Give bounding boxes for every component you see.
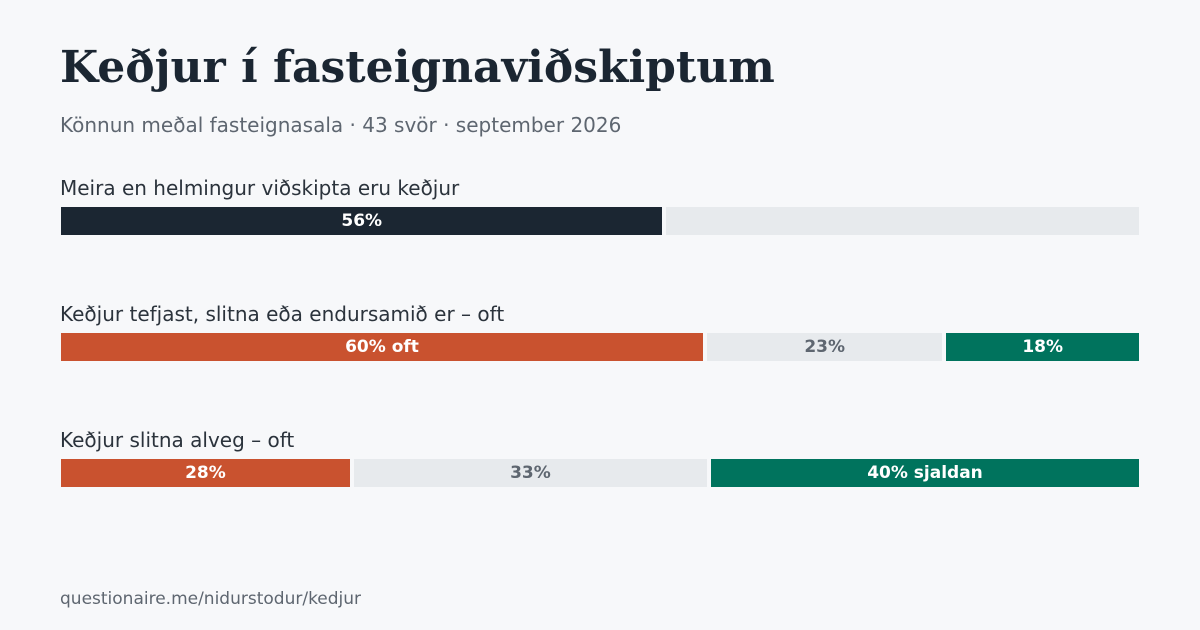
- bar-segment-2-2: 23%: [707, 333, 943, 361]
- bar-row-3: 28% 33% 40% sjaldan: [60, 458, 1140, 488]
- row-label-1: Meira en helmingur viðskipta eru keðjur: [60, 176, 460, 200]
- bar-segment-2-3: 18%: [946, 333, 1139, 361]
- row-label-3: Keðjur slitna alveg – oft: [60, 428, 295, 452]
- bar-row-2: 60% oft 23% 18%: [60, 332, 1140, 362]
- bar-segment-2-1: 60% oft: [61, 333, 703, 361]
- bar-segment-3-3: 40% sjaldan: [711, 459, 1139, 487]
- page-subtitle: Könnun meðal fasteignasala · 43 svör · s…: [60, 113, 622, 137]
- bar-segment-3-2: 33%: [353, 459, 707, 487]
- row-label-2: Keðjur tefjast, slitna eða endursamið er…: [60, 302, 505, 326]
- page-title: Keðjur í fasteignaviðskiptum: [60, 42, 775, 93]
- bar-segment-1-2: [666, 207, 1139, 235]
- footer-url: questionaire.me/nidurstodur/kedjur: [60, 589, 362, 609]
- bar-segment-3-1: 28%: [61, 459, 350, 487]
- bar-segment-1-1: 56%: [61, 207, 663, 235]
- bar-row-1: 56%: [60, 206, 1140, 236]
